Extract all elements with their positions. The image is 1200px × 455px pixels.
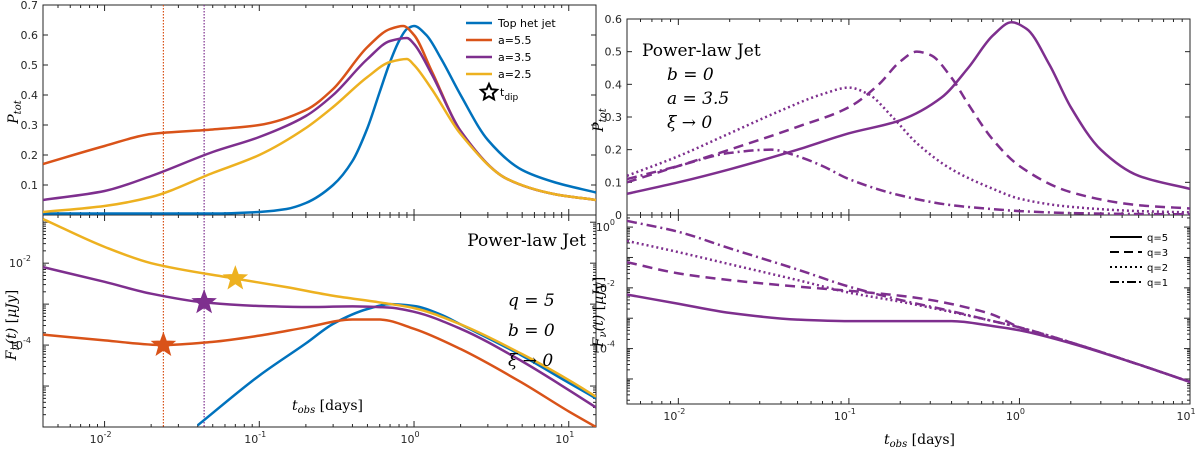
legend-label-q5: q=5 [1147,233,1168,244]
tdip-star-a-3-5 [191,288,217,314]
left-top-ylabel: Ptot [6,99,24,124]
right-bottom-series-q-2 [627,239,1190,384]
right-top-ytick-label: 0 [615,209,622,222]
left-top-series-a-2-5 [43,57,596,214]
left-top-series-top-het-jet [43,24,596,215]
legend-star-icon [478,81,500,102]
left-annotation-q: q = 5 [508,291,555,311]
tdip-star-a-2-5 [222,265,249,290]
right-top-series-q-3 [627,50,1190,210]
legend-label-q1: q=1 [1147,278,1168,289]
right-top-series-q-5 [627,21,1190,195]
right-bottom-xtick-label: 100 [1006,407,1025,423]
legend-label-q2: q=2 [1147,263,1168,274]
right-top-ytick-label: 0.1 [605,176,623,189]
right-bottom-xtick-label: 10-2 [663,407,685,423]
legend-label-q3: q=3 [1147,248,1168,259]
right-bottom-xtick-label: 10-1 [834,407,856,423]
left-annotation-xi: ξ → 0 [508,351,553,371]
left-bottom-series-a-2-5 [43,217,596,398]
left-top-ytick-label: 0.6 [21,29,39,42]
legend-label-top-het: Top het jet [497,17,556,30]
right-bottom-ytick-label: 100 [596,218,615,234]
legend-label-a35: a=3.5 [498,51,531,64]
right-top-ytick-label: 0.2 [605,144,623,157]
right-annotation-b: b = 0 [667,65,714,85]
left-top-ytick-label: 0.7 [21,0,39,12]
left-top-ytick-label: 0.3 [21,119,39,132]
right-top-series-q-1 [627,148,1190,215]
left-top-ytick-label: 0.1 [21,179,39,192]
right-annotation-title: Power-law Jet [642,41,761,61]
legend-label-a25: a=2.5 [498,68,531,81]
left-top-ytick-label: 0.5 [21,59,39,72]
right-xlabel: tobs [days] [884,432,955,450]
left-bottom-ytick-label: 10-2 [9,254,31,270]
left-top-ytick-label: 0.4 [21,89,39,102]
right-legend: q=5 q=3 q=2 q=1 [1110,233,1168,289]
left-bottom-xtick-label: 101 [555,430,574,446]
right-bottom-xtick-label: 101 [1176,407,1195,423]
right-bottom-ylabel: Fν(t) [μJy] [591,277,609,348]
left-annotation-title: Power-law Jet [467,231,586,251]
tdip-star-a-5-5 [150,331,177,356]
right-annotation-xi: ξ → 0 [667,113,712,133]
right-top-ytick-label: 0.5 [605,46,623,59]
right-bottom-frame [626,214,1191,405]
left-top-ytick-label: 0.2 [21,149,39,162]
left-bottom-xtick-label: 100 [400,430,419,446]
left-top-plot-area [43,24,596,215]
left-bottom-xtick-label: 10-2 [90,430,112,446]
left-bottom-ylabel: Fν(t) [μJy] [4,290,22,361]
left-top-frame [42,4,597,216]
right-top-ytick-label: 0.3 [605,111,623,124]
left-annotation-b: b = 0 [508,321,555,341]
right-bottom-plot-area [627,219,1190,384]
legend-label-a55: a=5.5 [498,34,531,47]
left-bottom-xtick-label: 10-1 [244,430,266,446]
right-bottom-series-q-1 [627,219,1190,384]
right-top-ytick-label: 0.6 [605,13,623,26]
right-annotation-a: a = 3.5 [667,89,729,109]
left-bottom-series-a-3-5 [43,265,596,409]
right-top-plot-area [627,21,1190,215]
right-top-ytick-label: 0.4 [605,78,623,91]
left-bottom-frame [42,214,597,428]
